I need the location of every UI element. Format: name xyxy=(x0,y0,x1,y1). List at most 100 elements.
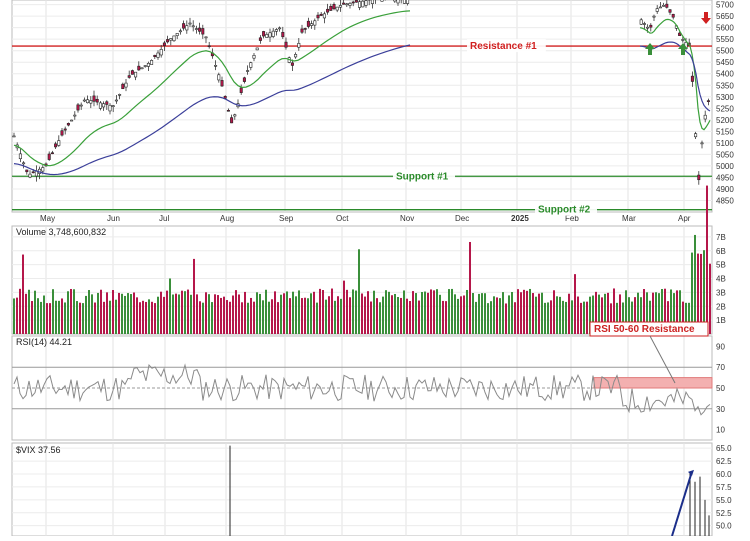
volume-bar xyxy=(703,250,705,334)
candle-body xyxy=(339,5,341,7)
candle-body xyxy=(154,55,156,56)
candle-body xyxy=(278,28,280,29)
volume-bar xyxy=(502,292,504,334)
price-tick-label: 4850 xyxy=(716,196,734,205)
price-panel xyxy=(12,0,712,212)
candle-body xyxy=(144,66,146,67)
candle-body xyxy=(157,53,159,58)
volume-bar xyxy=(364,297,366,334)
volume-bar xyxy=(232,295,234,334)
volume-bar xyxy=(187,290,189,334)
volume-bar xyxy=(238,294,240,334)
candle-body xyxy=(202,28,204,34)
volume-bar xyxy=(241,302,243,334)
candle-body xyxy=(160,49,162,55)
volume-bar xyxy=(556,296,558,334)
volume-bar xyxy=(148,299,150,334)
candle-body xyxy=(173,36,175,41)
volume-bar xyxy=(118,293,120,334)
rsi-title: RSI(14) 44.21 xyxy=(16,337,72,347)
candle-body xyxy=(336,7,338,10)
candle-body xyxy=(253,55,255,58)
volume-bar xyxy=(268,302,270,334)
candle-body xyxy=(355,0,357,2)
candle-body xyxy=(122,84,124,89)
x-tick-label: Sep xyxy=(279,214,294,223)
volume-bar xyxy=(226,300,228,334)
candle-body xyxy=(48,154,50,160)
volume-bar xyxy=(331,289,333,334)
candle-body xyxy=(381,0,383,1)
volume-bar xyxy=(550,300,552,334)
volume-bar xyxy=(352,289,354,334)
candle-body xyxy=(672,14,674,17)
candle-body xyxy=(243,78,245,82)
volume-bar xyxy=(214,294,216,334)
candle-body xyxy=(221,80,223,86)
volume-bar xyxy=(253,302,255,334)
vix-tick-label: 57.5 xyxy=(716,483,732,492)
candle-body xyxy=(227,110,229,111)
vix-tick-label: 50.0 xyxy=(716,522,732,531)
volume-bar xyxy=(277,302,279,334)
candle-body xyxy=(134,72,136,77)
candle-body xyxy=(646,27,648,28)
volume-bar xyxy=(535,297,537,334)
candle-body xyxy=(371,0,373,4)
volume-bar xyxy=(706,186,708,334)
candle-body xyxy=(246,71,248,72)
volume-bar xyxy=(25,294,27,334)
volume-tick-label: 7B xyxy=(716,233,726,242)
candle-body xyxy=(656,9,658,12)
volume-bar xyxy=(358,249,360,334)
volume-bar xyxy=(334,301,336,334)
volume-bar xyxy=(376,298,378,334)
volume-bar xyxy=(361,293,363,334)
volume-bar xyxy=(49,303,51,334)
candle-body xyxy=(99,103,101,108)
volume-bar xyxy=(160,292,162,334)
volume-bar xyxy=(19,289,21,334)
candle-body xyxy=(659,7,661,8)
volume-bar xyxy=(307,298,309,334)
volume-bar xyxy=(553,290,555,334)
volume-bar xyxy=(211,302,213,334)
volume-bar xyxy=(577,297,579,334)
candle-body xyxy=(234,115,236,116)
volume-bar xyxy=(208,294,210,334)
x-tick-label: Aug xyxy=(220,214,234,223)
volume-bar xyxy=(283,293,285,334)
volume-bar xyxy=(34,291,36,334)
volume-bar xyxy=(217,295,219,334)
volume-bar xyxy=(289,298,291,334)
volume-bar xyxy=(70,289,72,334)
volume-bar xyxy=(127,293,129,334)
volume-bar xyxy=(124,296,126,334)
volume-bar xyxy=(22,255,24,334)
volume-bar xyxy=(466,290,468,334)
volume-bar xyxy=(439,295,441,334)
volume-bar xyxy=(163,297,165,334)
volume-bar xyxy=(328,296,330,334)
volume-tick-label: 2B xyxy=(716,302,726,311)
volume-bar xyxy=(391,295,393,334)
candle-body xyxy=(150,60,152,64)
volume-bar xyxy=(508,295,510,334)
volume-bar xyxy=(298,290,300,334)
volume-bar xyxy=(196,294,198,334)
candle-body xyxy=(662,5,664,6)
candle-body xyxy=(96,99,98,102)
volume-tick-label: 3B xyxy=(716,288,726,297)
candle-body xyxy=(362,1,364,7)
candle-body xyxy=(326,9,328,12)
volume-bar xyxy=(256,292,258,334)
candle-body xyxy=(138,66,140,70)
candle-body xyxy=(691,76,693,81)
volume-bar xyxy=(184,291,186,334)
candle-body xyxy=(282,32,284,36)
volume-bar xyxy=(91,294,93,334)
candle-body xyxy=(147,63,149,66)
candle-body xyxy=(666,4,668,7)
volume-bar xyxy=(178,294,180,334)
candle-body xyxy=(109,105,111,111)
